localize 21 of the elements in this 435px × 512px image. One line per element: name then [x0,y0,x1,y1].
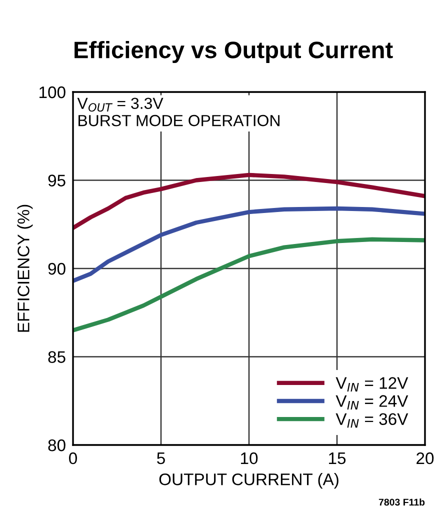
y-tick-label: 95 [48,174,66,186]
x-tick-label: 10 [241,452,258,464]
legend-label: V$_{IN}$ = 12V [336,377,408,392]
y-tick-label: 100 [40,86,66,98]
y-tick-label: 80 [48,439,66,452]
line-series [73,172,425,230]
x-tick-label: 20 [416,452,434,464]
legend-label: V$_{IN}$ = 24V [336,395,408,410]
x-tick-label: 0 [69,452,77,464]
line-series [73,206,425,283]
x-tick-label: 15 [329,452,346,464]
x-axis-title: OUTPUT CURRENT (A) [159,473,338,489]
y-tick-label: 90 [48,262,66,275]
line-series [73,237,425,332]
y-axis-title: EFFICIENCY (%) [17,204,33,332]
legend-label: V$_{IN}$ = 36V [336,413,408,428]
chart-title: Efficiency vs Output Current [74,40,393,64]
y-tick-label: 85 [48,351,66,363]
annotation: V$_{OUT}$ = 3.3V BURST MODE OPERATION [77,98,280,126]
x-tick-label: 5 [157,452,165,464]
text: 7803 F11b [378,498,425,506]
